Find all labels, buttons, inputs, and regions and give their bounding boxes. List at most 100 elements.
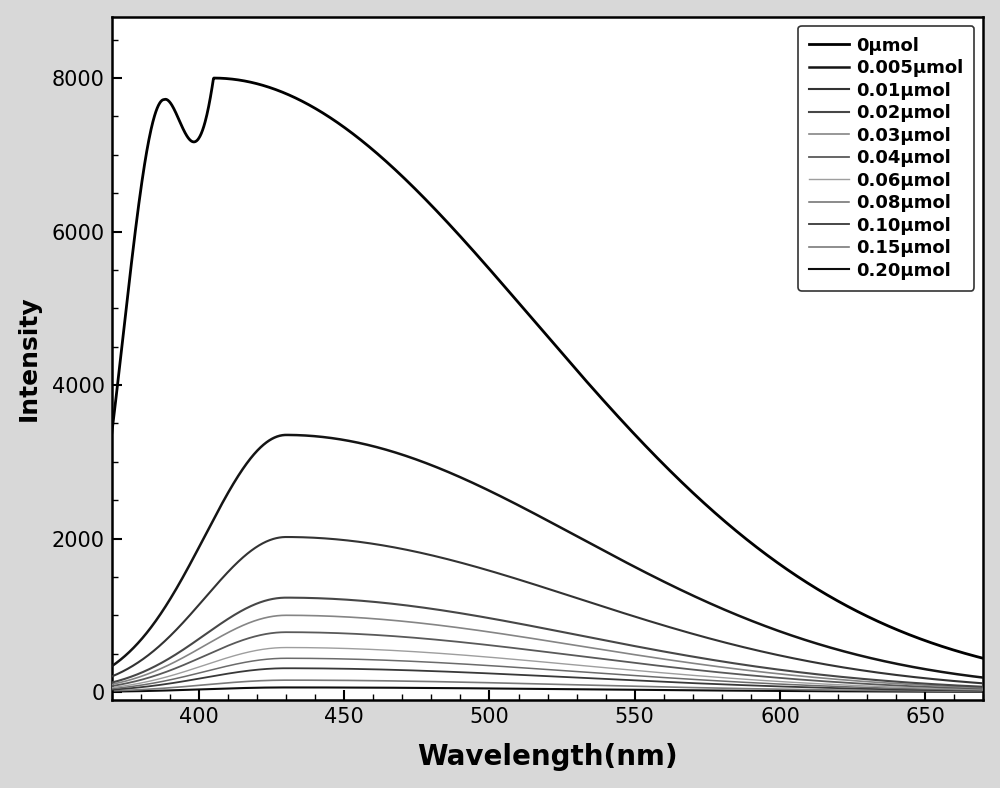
0.01μmol xyxy=(106,671,118,681)
0.08μmol xyxy=(792,680,804,690)
0.03μmol xyxy=(977,683,989,693)
0μmol xyxy=(150,106,162,115)
0.08μmol xyxy=(530,664,542,674)
0.03μmol xyxy=(530,634,542,644)
0.15μmol xyxy=(952,686,964,696)
0.08μmol xyxy=(952,685,964,694)
0.02μmol xyxy=(530,622,542,631)
0.01μmol xyxy=(792,655,804,664)
0.15μmol xyxy=(792,685,804,694)
0.08μmol xyxy=(952,685,964,694)
0μmol xyxy=(106,428,118,437)
Y-axis label: Intensity: Intensity xyxy=(17,296,41,421)
0.06μmol xyxy=(106,683,118,693)
0.10μmol xyxy=(530,671,542,680)
0.08μmol xyxy=(150,678,162,687)
Line: 0.03μmol: 0.03μmol xyxy=(112,615,983,688)
0.10μmol xyxy=(507,670,519,679)
0.20μmol xyxy=(977,687,989,697)
0.04μmol xyxy=(952,683,964,693)
0.02μmol xyxy=(952,681,964,690)
0.03μmol xyxy=(106,679,118,689)
0.03μmol xyxy=(280,611,292,620)
0.03μmol xyxy=(150,666,162,675)
0.15μmol xyxy=(977,686,989,696)
0.03μmol xyxy=(952,682,964,692)
0.06μmol xyxy=(150,675,162,684)
0.02μmol xyxy=(507,618,519,627)
Legend: 0μmol, 0.005μmol, 0.01μmol, 0.02μmol, 0.03μmol, 0.04μmol, 0.06μmol, 0.08μmol, 0.: 0μmol, 0.005μmol, 0.01μmol, 0.02μmol, 0.… xyxy=(798,26,974,291)
0.20μmol xyxy=(507,684,519,693)
0.04μmol xyxy=(507,643,519,652)
0.10μmol xyxy=(952,686,964,695)
0.03μmol xyxy=(792,671,804,681)
0.005μmol xyxy=(952,670,964,679)
0.20μmol xyxy=(792,686,804,696)
Line: 0.01μmol: 0.01μmol xyxy=(112,537,983,683)
0.005μmol xyxy=(977,673,989,682)
0.005μmol xyxy=(952,670,964,679)
Line: 0.08μmol: 0.08μmol xyxy=(112,658,983,690)
0μmol xyxy=(507,292,519,301)
0.08μmol xyxy=(977,686,989,695)
0.06μmol xyxy=(977,685,989,694)
0.15μmol xyxy=(952,686,964,696)
0.005μmol xyxy=(507,498,519,507)
0μmol xyxy=(792,572,804,582)
0.005μmol xyxy=(530,510,542,519)
0.01μmol xyxy=(952,677,964,686)
0.01μmol xyxy=(952,677,964,686)
Line: 0μmol: 0μmol xyxy=(112,78,983,658)
0.01μmol xyxy=(507,573,519,582)
Line: 0.04μmol: 0.04μmol xyxy=(112,632,983,689)
0.06μmol xyxy=(280,643,292,652)
0.02μmol xyxy=(150,661,162,671)
0.08μmol xyxy=(280,653,292,663)
0.20μmol xyxy=(530,684,542,693)
0.20μmol xyxy=(280,682,292,692)
0.06μmol xyxy=(952,684,964,693)
0.08μmol xyxy=(507,663,519,672)
0.08μmol xyxy=(106,684,118,693)
Line: 0.10μmol: 0.10μmol xyxy=(112,668,983,691)
X-axis label: Wavelength(nm): Wavelength(nm) xyxy=(417,743,678,771)
Line: 0.15μmol: 0.15μmol xyxy=(112,680,983,691)
0.04μmol xyxy=(977,684,989,693)
0.005μmol xyxy=(150,615,162,625)
0.04μmol xyxy=(952,683,964,693)
0.005μmol xyxy=(106,661,118,671)
0.20μmol xyxy=(952,687,964,697)
0.10μmol xyxy=(977,686,989,696)
0.20μmol xyxy=(952,687,964,697)
0μmol xyxy=(952,647,964,656)
0.10μmol xyxy=(792,682,804,692)
0.10μmol xyxy=(106,685,118,694)
0.06μmol xyxy=(792,678,804,687)
Line: 0.005μmol: 0.005μmol xyxy=(112,435,983,678)
0μmol xyxy=(208,73,220,83)
0.04μmol xyxy=(792,675,804,684)
0.02μmol xyxy=(280,593,292,602)
0.02μmol xyxy=(106,678,118,687)
0.03μmol xyxy=(507,630,519,640)
0μmol xyxy=(530,318,542,328)
0.06μmol xyxy=(530,656,542,666)
0.15μmol xyxy=(280,675,292,685)
0.10μmol xyxy=(280,663,292,673)
0μmol xyxy=(977,653,989,663)
Line: 0.02μmol: 0.02μmol xyxy=(112,597,983,687)
0.04μmol xyxy=(150,671,162,680)
0.06μmol xyxy=(952,684,964,693)
0.06μmol xyxy=(507,655,519,664)
0.01μmol xyxy=(280,532,292,541)
0.20μmol xyxy=(150,686,162,696)
0.02μmol xyxy=(977,682,989,692)
0.01μmol xyxy=(977,678,989,688)
0.04μmol xyxy=(280,627,292,637)
0.005μmol xyxy=(280,430,292,440)
0.005μmol xyxy=(792,633,804,642)
0.15μmol xyxy=(507,678,519,688)
0.04μmol xyxy=(530,646,542,656)
0.01μmol xyxy=(530,580,542,589)
0.02μmol xyxy=(792,667,804,677)
